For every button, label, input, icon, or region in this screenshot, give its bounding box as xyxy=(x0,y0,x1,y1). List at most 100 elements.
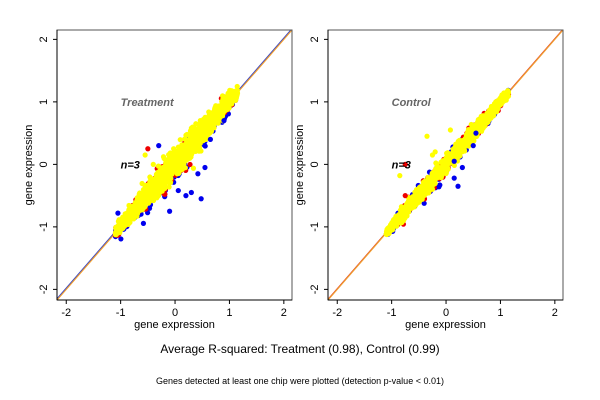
data-point xyxy=(402,161,408,167)
data-point xyxy=(423,180,429,186)
data-point xyxy=(424,133,430,139)
data-point xyxy=(221,118,227,124)
data-point xyxy=(429,152,436,158)
data-point xyxy=(426,190,432,196)
x-tick-label: 2 xyxy=(281,307,287,319)
plot-area xyxy=(328,30,563,300)
data-point xyxy=(127,216,133,223)
data-point xyxy=(444,165,450,171)
data-point xyxy=(202,143,208,149)
data-point xyxy=(481,113,487,119)
data-point xyxy=(115,210,121,216)
data-point xyxy=(209,114,215,121)
data-point xyxy=(177,137,183,143)
data-point xyxy=(199,118,205,125)
y-axis-label: gene expression xyxy=(294,125,306,206)
data-point xyxy=(459,164,465,171)
data-point xyxy=(167,170,173,176)
x-tick-label: 1 xyxy=(226,307,232,319)
data-point xyxy=(495,104,501,110)
data-point xyxy=(188,154,194,160)
sample-size-label: n=3 xyxy=(392,159,411,171)
data-point xyxy=(195,171,201,177)
data-point xyxy=(180,149,186,155)
data-point xyxy=(464,134,470,140)
data-point xyxy=(140,199,147,205)
detection-note: Genes detected at least one chip were pl… xyxy=(156,376,444,386)
data-point xyxy=(148,190,154,196)
data-point xyxy=(189,124,196,130)
data-point xyxy=(474,126,480,132)
data-point xyxy=(451,175,457,181)
data-point xyxy=(206,109,212,115)
data-point xyxy=(397,173,403,179)
data-point xyxy=(193,138,199,144)
data-point xyxy=(132,210,138,216)
data-point xyxy=(150,161,156,167)
y-tick-label: 2 xyxy=(309,36,321,42)
outlier-points xyxy=(115,118,227,216)
data-point xyxy=(413,202,419,208)
data-point xyxy=(187,139,193,146)
x-tick-label: 0 xyxy=(443,307,449,319)
x-tick-label: -2 xyxy=(61,307,71,319)
data-point xyxy=(481,117,487,123)
y-tick-label: -2 xyxy=(309,284,321,294)
data-point xyxy=(505,90,511,97)
x-tick-label: -1 xyxy=(387,307,397,319)
data-point xyxy=(205,122,211,128)
data-point xyxy=(417,193,424,199)
data-point xyxy=(115,218,122,224)
data-point xyxy=(234,83,240,90)
data-point xyxy=(122,221,128,227)
y-tick-label: 1 xyxy=(38,99,50,105)
data-point xyxy=(142,152,148,158)
data-point xyxy=(167,208,173,214)
data-point xyxy=(175,187,181,194)
sample-size-label: n=3 xyxy=(121,159,140,171)
data-point xyxy=(148,184,155,190)
data-point xyxy=(171,152,177,158)
data-point xyxy=(455,183,461,189)
data-point xyxy=(421,200,427,206)
data-point xyxy=(198,196,204,202)
data-point xyxy=(145,146,151,152)
data-point xyxy=(447,127,453,133)
x-tick-label: 2 xyxy=(552,307,558,319)
data-point xyxy=(461,140,467,147)
x-tick-label: -1 xyxy=(116,307,126,319)
y-tick-label: 1 xyxy=(309,99,321,105)
data-point xyxy=(490,110,496,116)
data-point xyxy=(432,170,439,177)
data-point xyxy=(166,177,172,184)
data-point xyxy=(160,181,166,187)
data-point xyxy=(155,163,162,169)
data-point xyxy=(214,114,220,120)
data-point xyxy=(188,146,194,152)
data-point xyxy=(444,161,450,167)
data-point xyxy=(386,225,392,231)
data-point xyxy=(457,144,464,150)
data-point xyxy=(164,166,170,172)
y-tick-label: 0 xyxy=(38,161,50,167)
left-panel: Treatment n=3 -2 -1 0 1 2 -2 -1 0 1 2 gene expressio… xyxy=(23,29,293,331)
x-tick-label: -2 xyxy=(332,307,342,319)
data-point xyxy=(503,97,509,103)
data-point xyxy=(187,161,193,168)
data-point xyxy=(203,129,209,135)
data-point xyxy=(413,187,420,193)
data-point xyxy=(162,174,168,180)
data-point xyxy=(433,160,439,166)
data-point xyxy=(420,186,426,192)
data-point xyxy=(154,195,160,201)
x-tick-label: 1 xyxy=(497,307,503,319)
data-point xyxy=(175,165,181,171)
data-point xyxy=(451,158,457,164)
data-point xyxy=(435,164,441,171)
outlier-points xyxy=(397,127,479,199)
data-point xyxy=(197,128,204,134)
r-squared-summary: Average R-squared: Treatment (0.98), Con… xyxy=(160,342,440,356)
data-point xyxy=(429,186,436,192)
data-point xyxy=(406,205,412,211)
data-point xyxy=(398,216,404,222)
